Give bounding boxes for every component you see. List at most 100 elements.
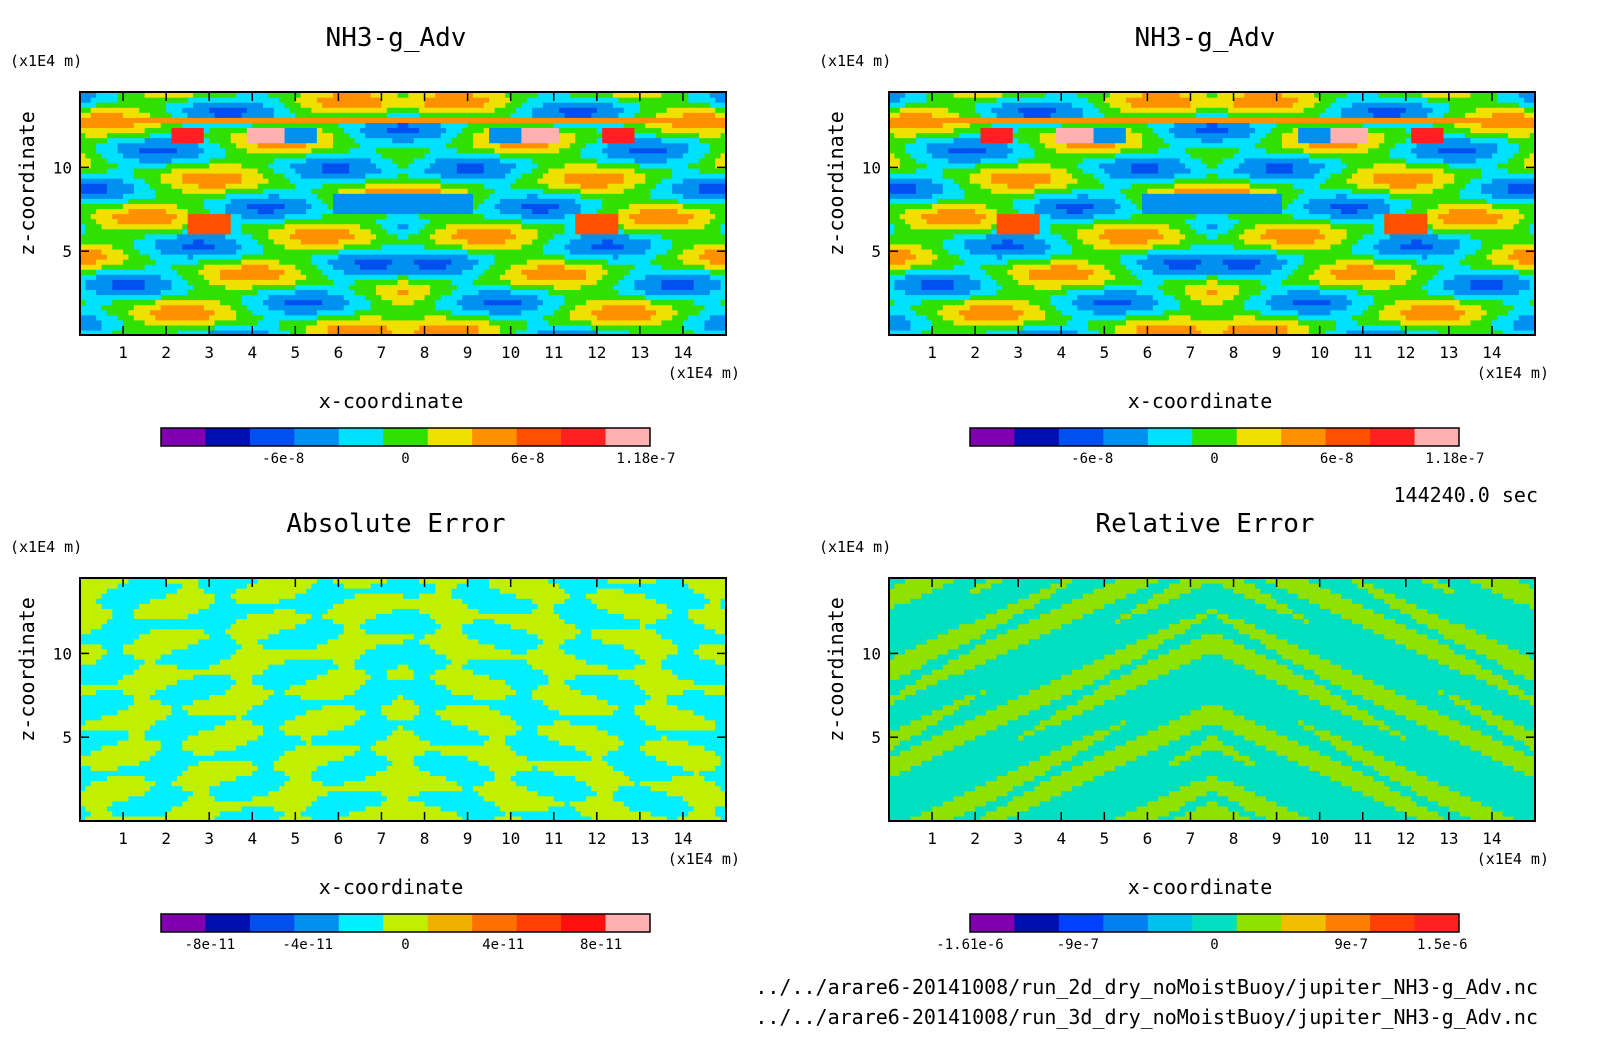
- heatmap-cell: [354, 178, 361, 184]
- heatmap-cell: [133, 238, 140, 245]
- heatmap-cell: [306, 132, 313, 139]
- heatmap-cell: [381, 279, 388, 285]
- heatmap-cell: [209, 188, 216, 194]
- heatmap-cell: [295, 203, 302, 210]
- heatmap-cell: [618, 92, 625, 98]
- heatmap-cell: [542, 279, 549, 285]
- heatmap-cell: [548, 208, 555, 215]
- heatmap-cell: [80, 319, 86, 326]
- heatmap-cell: [236, 228, 243, 235]
- heatmap-cell: [279, 238, 286, 245]
- heatmap-cell: [155, 152, 162, 159]
- heatmap-cell: [311, 319, 318, 326]
- heatmap-cell: [559, 329, 566, 335]
- heatmap-cell: [424, 117, 431, 123]
- heatmap-cell: [629, 259, 636, 265]
- heatmap-cell: [376, 213, 383, 220]
- heatmap-cell: [596, 279, 603, 285]
- heatmap-cell: [176, 157, 183, 164]
- heatmap-cell: [634, 279, 641, 285]
- heatmap-cell: [478, 254, 485, 260]
- y-unit-label: (x1E4 m): [10, 52, 82, 70]
- heatmap-cell: [521, 299, 528, 306]
- heatmap-cell: [526, 92, 533, 98]
- heatmap-cell: [268, 122, 275, 129]
- heatmap-cell: [392, 152, 399, 159]
- heatmap-cell: [295, 233, 302, 240]
- heatmap-cell: [273, 97, 280, 103]
- heatmap-cell: [370, 178, 377, 184]
- heatmap-cell: [612, 152, 619, 159]
- heatmap-cell: [160, 319, 167, 326]
- heatmap-cell: [117, 102, 124, 108]
- heatmap-cell: [354, 107, 361, 113]
- heatmap-cell: [90, 137, 97, 144]
- heatmap-cell: [209, 324, 216, 331]
- heatmap-cell: [370, 188, 377, 194]
- heatmap-cell: [586, 289, 593, 296]
- heatmap-cell: [612, 233, 619, 240]
- heatmap-cell: [155, 162, 162, 169]
- heatmap-cell: [322, 107, 329, 113]
- heatmap-cell: [472, 167, 479, 174]
- heatmap-cell: [516, 243, 523, 250]
- heatmap-cell: [521, 122, 528, 129]
- heatmap-cell: [203, 102, 210, 108]
- heatmap-cell: [139, 238, 146, 245]
- heatmap-cell: [575, 223, 582, 230]
- heatmap-cell: [214, 329, 221, 335]
- heatmap-cell: [198, 173, 205, 179]
- heatmap-cell: [392, 97, 399, 103]
- heatmap-cell: [607, 289, 614, 296]
- heatmap-cell: [316, 203, 323, 210]
- heatmap-cell: [451, 132, 458, 139]
- heatmap-cell: [376, 223, 383, 230]
- heatmap-cell: [634, 208, 641, 215]
- heatmap-cell: [225, 238, 232, 245]
- heatmap-cell: [85, 152, 92, 159]
- heatmap-cell: [376, 274, 383, 280]
- heatmap-cell: [149, 167, 156, 174]
- heatmap-cell: [510, 254, 517, 260]
- heatmap-cell: [236, 254, 243, 260]
- heatmap-cell: [510, 97, 517, 103]
- heatmap-cell: [392, 243, 399, 250]
- heatmap-cell: [354, 173, 361, 179]
- heatmap-cell: [602, 304, 609, 311]
- heatmap-cell: [629, 193, 636, 199]
- heatmap-cell: [171, 309, 178, 316]
- heatmap-cell: [284, 178, 291, 184]
- heatmap-cell: [591, 132, 598, 139]
- heatmap-cell: [139, 319, 146, 326]
- heatmap-cell: [580, 294, 587, 301]
- heatmap-cell: [386, 102, 393, 108]
- heatmap-cell: [403, 183, 409, 189]
- heatmap-cell: [268, 243, 275, 250]
- heatmap-cell: [279, 294, 286, 301]
- heatmap-cell: [429, 269, 436, 275]
- heatmap-cell: [139, 157, 146, 164]
- heatmap-cell: [580, 117, 587, 123]
- heatmap-cell: [526, 324, 533, 331]
- heatmap-cell: [429, 127, 436, 134]
- heatmap-cell: [553, 92, 560, 98]
- heatmap-cell: [203, 147, 210, 154]
- heatmap-cell: [408, 132, 415, 139]
- heatmap-cell: [354, 254, 361, 260]
- heatmap-cell: [472, 289, 479, 296]
- heatmap-cell: [548, 309, 555, 316]
- heatmap-cell: [279, 314, 286, 321]
- heatmap-cell: [510, 208, 517, 215]
- heatmap-cell: [542, 112, 549, 118]
- heatmap-cell: [607, 162, 614, 169]
- heatmap-cell: [203, 107, 210, 113]
- heatmap-cell: [580, 259, 587, 265]
- heatmap-cell: [629, 233, 636, 240]
- heatmap-cell: [209, 309, 216, 316]
- heatmap-cell: [569, 157, 576, 164]
- heatmap-cell: [284, 264, 291, 270]
- heatmap-cell: [365, 193, 372, 199]
- heatmap-cell: [133, 329, 140, 335]
- heatmap-cell: [381, 132, 388, 139]
- heatmap-cell: [559, 324, 566, 331]
